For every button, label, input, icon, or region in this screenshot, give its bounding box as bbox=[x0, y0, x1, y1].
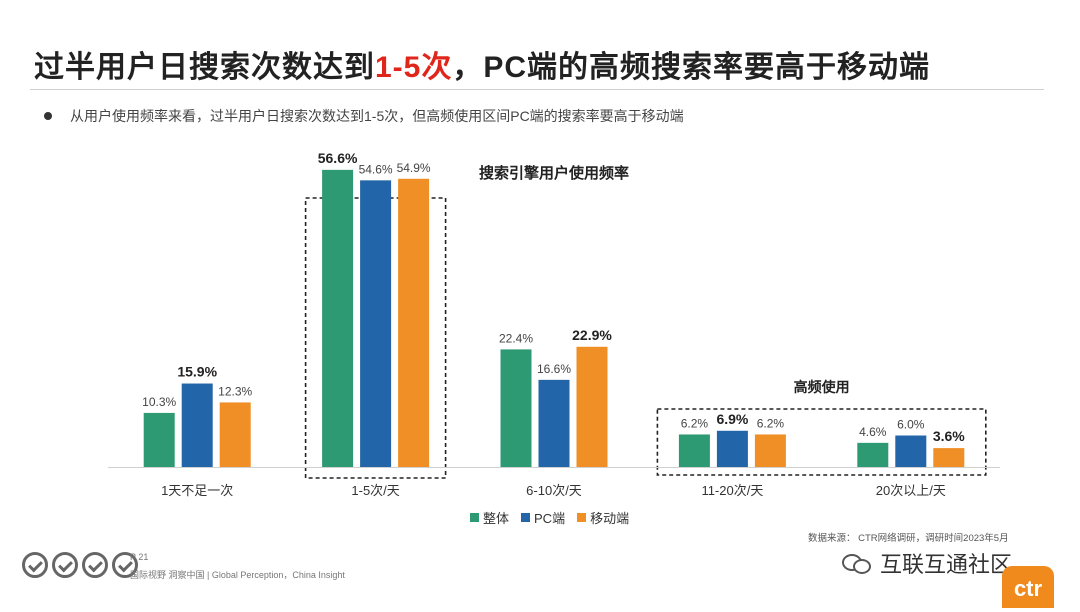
bar bbox=[678, 434, 710, 467]
bar bbox=[322, 169, 354, 467]
data-label: 6.2% bbox=[681, 416, 709, 430]
data-label: 22.4% bbox=[499, 331, 533, 345]
bar bbox=[538, 379, 570, 467]
bar bbox=[360, 180, 392, 467]
data-label: 22.9% bbox=[572, 327, 612, 343]
data-label: 4.6% bbox=[859, 425, 887, 439]
legend-item-mobile: 移动端 bbox=[577, 508, 629, 527]
data-label: 10.3% bbox=[142, 395, 176, 409]
x-tick-label: 1-5次/天 bbox=[351, 483, 399, 498]
ctr-logo: ctr bbox=[1002, 566, 1054, 608]
title-highlight: 1-5次 bbox=[375, 51, 453, 84]
wechat-watermark: 互联互通社区 bbox=[842, 547, 1012, 579]
data-label: 6.0% bbox=[897, 418, 925, 432]
footer-tagline: 国际视野 洞察中国 | Global Perception，China Insi… bbox=[130, 570, 345, 580]
summary-text: 从用户使用频率来看，过半用户日搜索次数达到1-5次，但高频使用区间PC端的搜索率… bbox=[70, 108, 684, 124]
certification-seal-icon bbox=[82, 552, 108, 578]
wechat-icon bbox=[842, 552, 872, 574]
bar bbox=[219, 402, 251, 467]
highlight-box-high-frequency bbox=[656, 408, 987, 476]
bar bbox=[857, 442, 889, 467]
legend-label-overall: 整体 bbox=[483, 511, 510, 526]
data-source-note: 数据来源： CTR网络调研，调研时间2023年5月 bbox=[808, 533, 1009, 544]
footer-logos bbox=[22, 552, 138, 578]
watermark-text: 互联互通社区 bbox=[880, 552, 1013, 577]
title-text: 过半用户日搜索次数达到 bbox=[34, 51, 375, 84]
title-divider bbox=[30, 89, 1044, 90]
page-title: 过半用户日搜索次数达到1-5次，PC端的高频搜索率要高于移动端 bbox=[34, 42, 930, 86]
bar bbox=[500, 349, 532, 467]
legend-item-overall: 整体 bbox=[470, 508, 509, 527]
annotation-high-frequency: 高频使用 bbox=[794, 379, 850, 395]
legend-label-pc: PC端 bbox=[534, 511, 566, 526]
chart-title: 搜索引擎用户使用频率 bbox=[479, 164, 629, 182]
data-label: 15.9% bbox=[177, 364, 217, 380]
title-text-rest: ，PC端的高频搜索率要高于移动端 bbox=[452, 51, 931, 84]
legend-item-pc: PC端 bbox=[521, 508, 565, 527]
legend-swatch-pc bbox=[521, 513, 531, 522]
data-label: 54.6% bbox=[359, 162, 393, 176]
chart-legend: 整体 PC端 移动端 bbox=[470, 508, 629, 527]
bar bbox=[716, 430, 748, 467]
bullet-dot-icon bbox=[44, 112, 52, 121]
bar bbox=[933, 448, 965, 467]
page-number: P 21 bbox=[130, 552, 149, 562]
x-tick-label: 1天不足一次 bbox=[161, 483, 233, 498]
bar bbox=[181, 383, 213, 467]
legend-swatch-mobile bbox=[577, 513, 587, 522]
data-label: 56.6% bbox=[318, 150, 358, 166]
legend-swatch-overall bbox=[470, 513, 479, 522]
bar bbox=[754, 434, 786, 467]
data-label: 16.6% bbox=[537, 362, 571, 376]
certification-seal-icon bbox=[52, 552, 78, 578]
bar bbox=[398, 178, 430, 467]
certification-seal-icon bbox=[112, 552, 138, 578]
certification-seal-icon bbox=[22, 552, 48, 578]
x-tick-label: 20次以上/天 bbox=[876, 483, 946, 498]
bar bbox=[143, 412, 175, 467]
data-label: 12.3% bbox=[218, 384, 252, 398]
data-label: 3.6% bbox=[933, 428, 965, 444]
data-label: 6.9% bbox=[716, 411, 748, 427]
x-tick-label: 6-10次/天 bbox=[526, 483, 582, 498]
summary-bullet: 从用户使用频率来看，过半用户日搜索次数达到1-5次，但高频使用区间PC端的搜索率… bbox=[44, 106, 684, 126]
x-tick-label: 11-20次/天 bbox=[701, 483, 763, 498]
data-label: 6.2% bbox=[757, 416, 785, 430]
bar bbox=[576, 346, 608, 467]
bar bbox=[895, 435, 927, 467]
legend-label-mobile: 移动端 bbox=[590, 511, 630, 526]
data-label: 54.9% bbox=[397, 161, 431, 175]
